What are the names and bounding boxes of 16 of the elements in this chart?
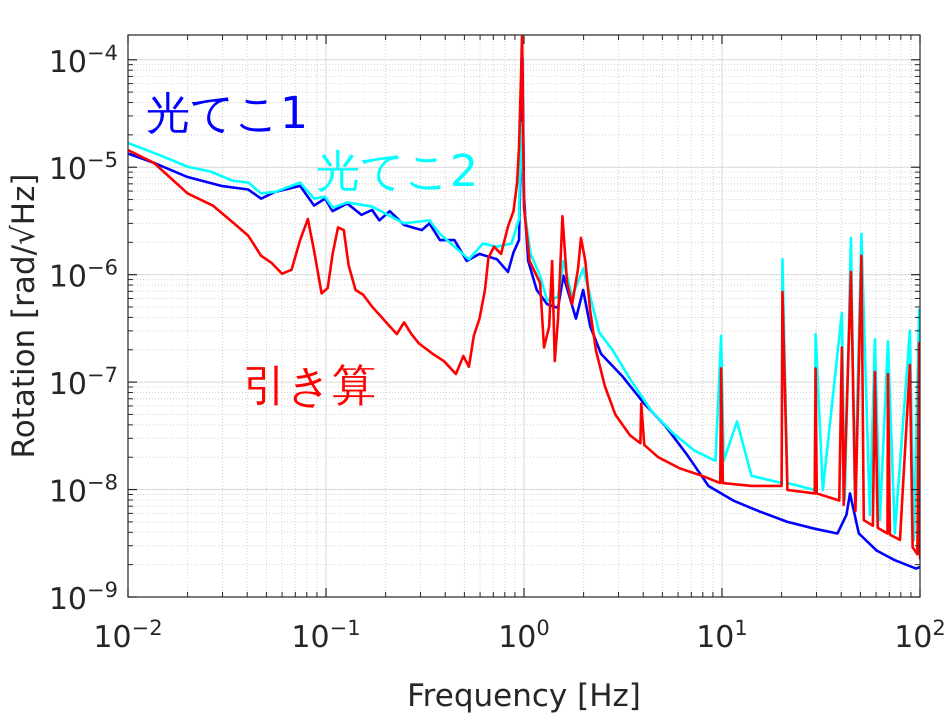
y-tick-label: 10$^{−6}$ — [48, 256, 118, 295]
y-tick-label: 10$^{−4}$ — [48, 40, 118, 80]
y-tick-label: 10$^{−5}$ — [48, 148, 118, 188]
x-axis-title: Frequency [Hz] — [407, 678, 641, 714]
series-label: 光てこ2 — [316, 146, 478, 197]
y-tick-label: 10$^{−9}$ — [48, 578, 118, 617]
y-tick-label: 10$^{−8}$ — [48, 470, 118, 510]
x-tick-label: 10$^{0}$ — [498, 616, 550, 655]
x-tick-label: 10$^{−1}$ — [291, 616, 361, 655]
x-tick-label: 10$^{2}$ — [894, 616, 946, 655]
series-label: 光てこ1 — [146, 88, 308, 139]
y-axis-title: Rotation [rad/√Hz] — [6, 174, 42, 458]
x-tick-label: 10$^{1}$ — [696, 616, 748, 655]
x-tick-label: 10$^{−2}$ — [93, 616, 163, 655]
series-label: 引き算 — [243, 360, 376, 411]
y-tick-label: 10$^{−7}$ — [48, 363, 118, 402]
